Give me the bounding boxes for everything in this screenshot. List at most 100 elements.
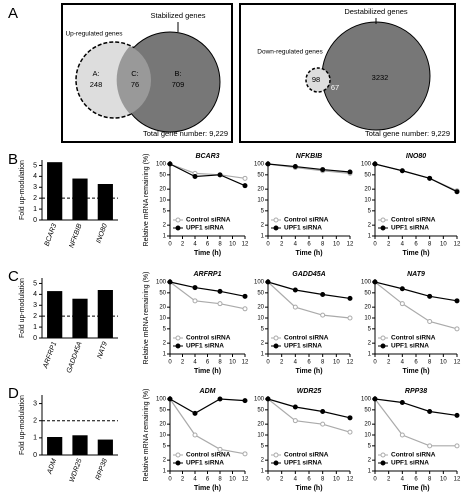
venn-total: Total gene number: 9,229 — [365, 129, 450, 138]
venn-label: C: — [131, 69, 139, 78]
x-tick-label: WDR25 — [69, 458, 84, 484]
series-line — [374, 163, 458, 192]
x-tick-label: 2 — [280, 360, 284, 366]
series-line — [374, 398, 458, 417]
y-tick-label: 20 — [257, 422, 264, 428]
y-tick-label: 10 — [257, 316, 264, 322]
y-tick-label: 100 — [361, 397, 372, 403]
x-tick-label: 12 — [242, 242, 249, 248]
legend-label: Control siRNA — [391, 217, 436, 224]
data-point — [347, 315, 353, 321]
data-point — [399, 432, 405, 438]
x-tick-label: 12 — [454, 477, 461, 483]
venn-label: A: — [92, 69, 99, 78]
x-tick-label: 6 — [307, 477, 311, 483]
data-point — [427, 443, 433, 449]
panel-label: A — [8, 5, 18, 22]
y-tick-label: 100 — [361, 280, 372, 286]
legend-label: Control siRNA — [186, 452, 231, 459]
legend-label: Control siRNA — [284, 452, 329, 459]
data-point — [372, 279, 378, 285]
x-tick-label: 10 — [229, 360, 236, 366]
data-point — [292, 164, 298, 170]
y-tick-label: 4 — [33, 173, 37, 180]
venn-circle — [305, 67, 331, 93]
x-tick-label: 0 — [266, 477, 270, 483]
legend-label: UPF1 siRNA — [186, 343, 224, 350]
x-axis-label: Time (h) — [194, 250, 221, 257]
x-tick-label: 0 — [373, 360, 377, 366]
y-tick-label: 1 — [33, 435, 37, 442]
venn-total: Total gene number: 9,229 — [143, 129, 228, 138]
series-line — [374, 281, 458, 302]
chart-title: WDR25 — [297, 388, 322, 395]
y-tick-label: 20 — [159, 422, 166, 428]
y-tick-label: 2 — [261, 223, 265, 229]
y-tick-label: 20 — [364, 305, 371, 311]
x-tick-label: 4 — [294, 242, 298, 248]
x-tick-label: 8 — [428, 477, 432, 483]
bar — [72, 435, 88, 455]
x-tick-label: RPP38 — [95, 458, 109, 481]
legend-marker — [380, 335, 386, 341]
y-tick-label: 100 — [361, 162, 372, 168]
x-axis-label: Time (h) — [295, 368, 322, 375]
bar — [47, 437, 63, 455]
x-tick-label: 10 — [440, 242, 447, 248]
y-tick-label: 5 — [368, 326, 372, 332]
x-tick-label: 2 — [387, 360, 391, 366]
x-tick-label: 6 — [307, 360, 311, 366]
bar — [97, 439, 113, 455]
y-tick-label: 5 — [261, 326, 265, 332]
legend-marker — [175, 343, 181, 349]
legend-label: UPF1 siRNA — [391, 343, 429, 350]
x-tick-label: 2 — [387, 477, 391, 483]
venn-label: Down-regulated genes — [257, 49, 323, 56]
data-point — [427, 293, 433, 299]
chart-title: RPP38 — [405, 388, 427, 395]
y-tick-label: 100 — [156, 280, 167, 286]
data-point — [265, 396, 271, 402]
y-tick-label: 10 — [364, 316, 371, 322]
chart-title: BCAR3 — [195, 153, 219, 160]
y-tick-label: 10 — [257, 198, 264, 204]
y-tick-label: 50 — [257, 290, 264, 296]
bar — [47, 291, 63, 338]
x-tick-label: 6 — [206, 242, 210, 248]
venn-value: 248 — [90, 80, 103, 89]
y-tick-label: 10 — [257, 433, 264, 439]
x-axis-label: Time (h) — [402, 368, 429, 375]
x-tick-label: 10 — [229, 477, 236, 483]
y-tick-label: 100 — [254, 280, 265, 286]
data-point — [427, 408, 433, 414]
y-tick-label: 50 — [364, 290, 371, 296]
y-tick-label: 10 — [159, 316, 166, 322]
legend-label: UPF1 siRNA — [284, 460, 322, 467]
y-tick-label: 3 — [33, 302, 37, 309]
data-point — [242, 398, 248, 404]
data-point — [192, 298, 198, 304]
y-tick-label: 3 — [33, 184, 37, 191]
y-axis-label: Relative mRNA remaining (%) — [143, 389, 150, 482]
venn-value: 709 — [172, 80, 185, 89]
series-line — [169, 163, 246, 179]
y-tick-label: 1 — [368, 234, 372, 240]
data-point — [320, 291, 326, 297]
x-tick-label: 0 — [266, 242, 270, 248]
data-point — [265, 279, 271, 285]
y-axis-label: Relative mRNA remaining (%) — [143, 272, 150, 365]
y-tick-label: 1 — [261, 352, 265, 358]
x-tick-label: 8 — [321, 477, 325, 483]
legend-marker — [380, 217, 386, 223]
series-line — [267, 398, 351, 419]
data-point — [320, 167, 326, 173]
y-tick-label: 20 — [159, 305, 166, 311]
x-tick-label: 8 — [218, 477, 222, 483]
y-tick-label: 5 — [33, 162, 37, 169]
x-tick-label: 12 — [347, 360, 354, 366]
y-tick-label: 1 — [261, 469, 265, 475]
data-point — [242, 183, 248, 189]
data-point — [242, 306, 248, 312]
x-tick-label: GADD45A — [66, 341, 84, 374]
x-tick-label: 4 — [193, 242, 197, 248]
